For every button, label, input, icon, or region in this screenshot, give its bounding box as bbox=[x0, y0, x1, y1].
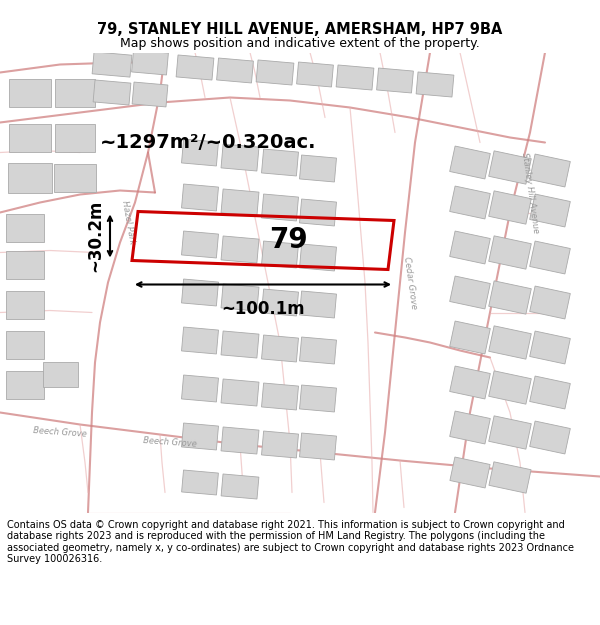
Polygon shape bbox=[182, 231, 218, 258]
Text: 79: 79 bbox=[269, 226, 307, 254]
Polygon shape bbox=[131, 50, 169, 75]
Text: Stanley Hill Avenue: Stanley Hill Avenue bbox=[520, 151, 540, 234]
Polygon shape bbox=[6, 371, 44, 399]
Polygon shape bbox=[530, 376, 571, 409]
Polygon shape bbox=[449, 146, 490, 179]
Polygon shape bbox=[449, 411, 490, 444]
Polygon shape bbox=[449, 276, 490, 309]
Polygon shape bbox=[449, 366, 490, 399]
Polygon shape bbox=[450, 457, 490, 488]
Polygon shape bbox=[530, 331, 571, 364]
Polygon shape bbox=[93, 80, 131, 105]
Text: 79, STANLEY HILL AVENUE, AMERSHAM, HP7 9BA: 79, STANLEY HILL AVENUE, AMERSHAM, HP7 9… bbox=[97, 22, 503, 38]
Polygon shape bbox=[449, 186, 490, 219]
Polygon shape bbox=[6, 214, 44, 241]
Polygon shape bbox=[8, 162, 52, 192]
Polygon shape bbox=[262, 289, 298, 316]
Polygon shape bbox=[262, 149, 298, 176]
Polygon shape bbox=[489, 151, 531, 184]
Polygon shape bbox=[449, 231, 490, 264]
Polygon shape bbox=[489, 371, 531, 404]
Polygon shape bbox=[217, 58, 253, 83]
Polygon shape bbox=[9, 79, 51, 106]
Polygon shape bbox=[489, 191, 531, 224]
Polygon shape bbox=[9, 124, 51, 151]
Polygon shape bbox=[176, 55, 214, 80]
Polygon shape bbox=[489, 236, 531, 269]
Polygon shape bbox=[221, 331, 259, 358]
Polygon shape bbox=[92, 52, 132, 77]
Text: Hazel Park: Hazel Park bbox=[120, 200, 136, 245]
Text: ~30.2m: ~30.2m bbox=[86, 200, 104, 272]
Polygon shape bbox=[221, 236, 259, 263]
Text: ~1297m²/~0.320ac.: ~1297m²/~0.320ac. bbox=[100, 133, 317, 152]
Polygon shape bbox=[221, 427, 259, 454]
Polygon shape bbox=[221, 189, 259, 216]
Polygon shape bbox=[489, 281, 531, 314]
Polygon shape bbox=[489, 326, 531, 359]
Polygon shape bbox=[296, 62, 334, 87]
Polygon shape bbox=[530, 194, 571, 227]
Polygon shape bbox=[55, 79, 95, 106]
Polygon shape bbox=[530, 154, 571, 187]
Polygon shape bbox=[299, 244, 337, 271]
Polygon shape bbox=[299, 337, 337, 364]
Polygon shape bbox=[489, 416, 531, 449]
Polygon shape bbox=[256, 60, 294, 85]
Polygon shape bbox=[6, 251, 44, 279]
Polygon shape bbox=[416, 72, 454, 97]
Polygon shape bbox=[336, 65, 374, 90]
Polygon shape bbox=[6, 291, 44, 319]
Polygon shape bbox=[489, 462, 531, 493]
Polygon shape bbox=[182, 279, 218, 306]
Polygon shape bbox=[377, 68, 413, 93]
Polygon shape bbox=[55, 124, 95, 151]
Polygon shape bbox=[262, 431, 298, 458]
Polygon shape bbox=[43, 362, 77, 387]
Polygon shape bbox=[221, 284, 259, 311]
Text: Cedar Grove: Cedar Grove bbox=[402, 256, 418, 309]
Polygon shape bbox=[262, 241, 298, 268]
Polygon shape bbox=[182, 375, 218, 402]
Text: Map shows position and indicative extent of the property.: Map shows position and indicative extent… bbox=[120, 38, 480, 50]
Polygon shape bbox=[262, 194, 298, 221]
Polygon shape bbox=[530, 421, 571, 454]
Polygon shape bbox=[221, 474, 259, 499]
Text: Beech Grove: Beech Grove bbox=[33, 426, 87, 439]
Polygon shape bbox=[182, 327, 218, 354]
Polygon shape bbox=[530, 286, 571, 319]
Polygon shape bbox=[54, 164, 96, 191]
Polygon shape bbox=[262, 383, 298, 410]
Polygon shape bbox=[6, 331, 44, 359]
Polygon shape bbox=[221, 144, 259, 171]
Polygon shape bbox=[299, 291, 337, 318]
Text: ~100.1m: ~100.1m bbox=[221, 301, 305, 319]
Polygon shape bbox=[449, 321, 490, 354]
Text: Beech Grove: Beech Grove bbox=[143, 436, 197, 449]
Text: Contains OS data © Crown copyright and database right 2021. This information is : Contains OS data © Crown copyright and d… bbox=[7, 519, 574, 564]
Polygon shape bbox=[299, 155, 337, 182]
Polygon shape bbox=[182, 184, 218, 211]
Polygon shape bbox=[182, 423, 218, 450]
Polygon shape bbox=[299, 433, 337, 460]
Polygon shape bbox=[182, 470, 218, 495]
Polygon shape bbox=[299, 199, 337, 226]
Polygon shape bbox=[182, 139, 218, 166]
Polygon shape bbox=[262, 335, 298, 362]
Polygon shape bbox=[299, 385, 337, 412]
Polygon shape bbox=[132, 82, 168, 107]
Polygon shape bbox=[530, 241, 571, 274]
Polygon shape bbox=[221, 379, 259, 406]
